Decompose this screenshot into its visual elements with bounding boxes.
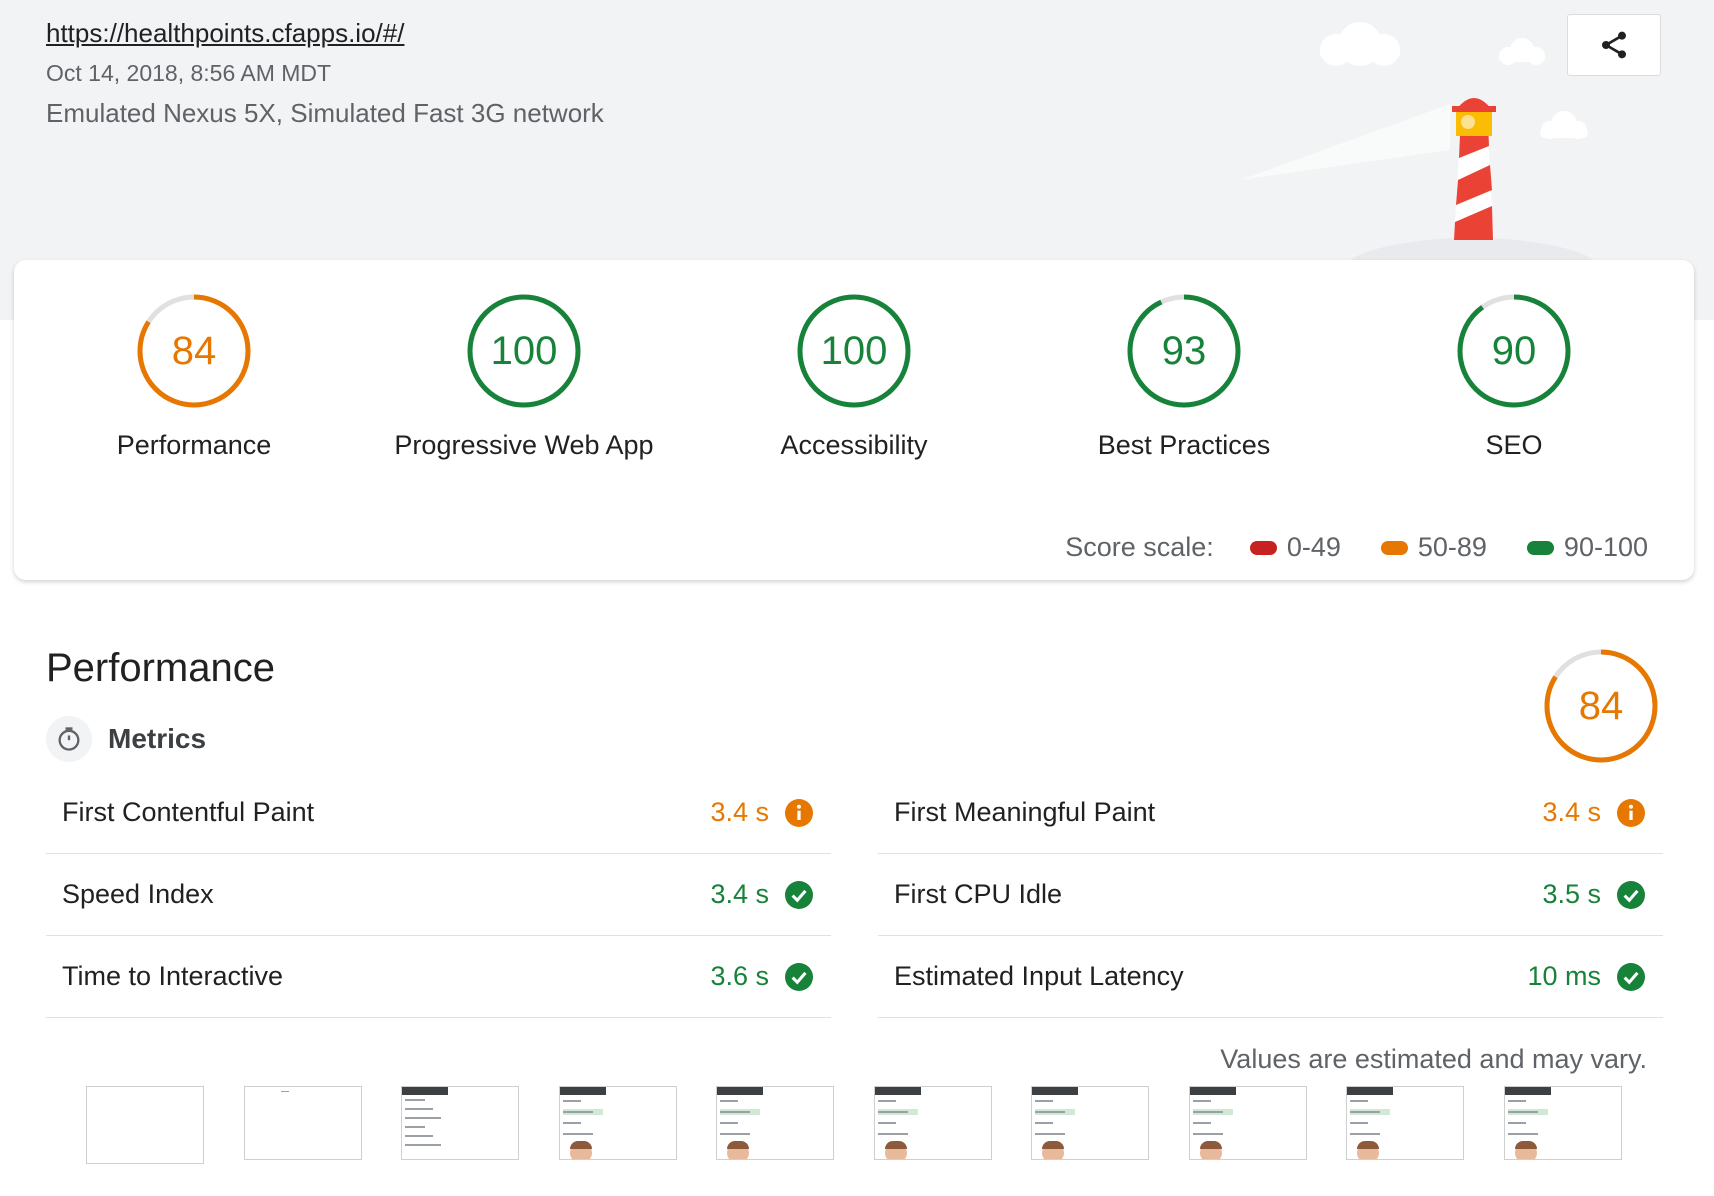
- metric-value: 3.6 s: [710, 961, 769, 991]
- metric-name: Estimated Input Latency: [894, 961, 1184, 991]
- score-scale-label: Score scale:: [1065, 532, 1214, 562]
- score-range-fail-swatch: [1249, 540, 1277, 555]
- info-warning-icon: [785, 798, 813, 827]
- estimate-note: Values are estimated and may vary.: [1220, 1044, 1647, 1074]
- score-arc-performance: [137, 294, 251, 408]
- score-range-pass-swatch: [1526, 540, 1554, 555]
- cloud-icon: [1540, 111, 1588, 139]
- cloud-icon: [1320, 22, 1400, 66]
- metric-row: First Meaningful Paint 3.4 s: [878, 772, 1663, 854]
- report-url-link[interactable]: https://healthpoints.cfapps.io/#/: [46, 18, 405, 48]
- pass-check-icon: [1617, 880, 1645, 909]
- performance-score-value: 84: [1578, 683, 1624, 728]
- cloud-icon: [1499, 38, 1545, 65]
- score-scale: Score scale: 0-49 50-89 90-100: [1065, 532, 1648, 563]
- lighthouse-icon: [1452, 98, 1496, 240]
- emulation-settings: Emulated Nexus 5X, Simulated Fast 3G net…: [46, 98, 604, 128]
- score-value: 100: [820, 328, 888, 373]
- metric-name: First Meaningful Paint: [894, 797, 1156, 827]
- share-icon: [1602, 31, 1626, 59]
- metrics-column-left: First Contentful Paint 3.4 s Speed Index 3.…: [46, 772, 831, 1018]
- score-arc-best-practices: [1127, 294, 1241, 408]
- score-label: SEO: [1485, 430, 1543, 460]
- metrics-header: Metrics: [46, 716, 206, 762]
- score-gauge-seo[interactable]: 90 SEO: [1364, 292, 1664, 461]
- lighthouse-illustration: [1240, 22, 1597, 262]
- filmstrip-frame: [243, 1086, 362, 1160]
- metrics-column-right: First Meaningful Paint 3.4 s First CPU Idl…: [878, 772, 1663, 1018]
- stopwatch-icon: [46, 716, 92, 762]
- hill: [1347, 238, 1597, 262]
- metric-value: 3.4 s: [1542, 797, 1601, 827]
- score-gauge-progressive-web-app[interactable]: 100 Progressive Web App: [374, 292, 674, 461]
- score-value: 100: [490, 328, 558, 373]
- metric-value: 3.4 s: [710, 797, 769, 827]
- filmstrip-frame: [1188, 1086, 1307, 1160]
- performance-score-arc: [1544, 649, 1658, 763]
- score-gauge-best-practices[interactable]: 93 Best Practices: [1034, 292, 1334, 461]
- filmstrip-frame: [401, 1086, 519, 1160]
- light-beam: [1240, 104, 1450, 180]
- score-range-average-swatch: [1380, 540, 1408, 555]
- pass-check-icon: [785, 962, 813, 991]
- score-label: Accessibility: [780, 430, 928, 460]
- metric-row: Time to Interactive 3.6 s: [46, 936, 831, 1018]
- report-date: Oct 14, 2018, 8:56 AM MDT: [46, 60, 332, 86]
- metric-name: Time to Interactive: [62, 961, 284, 991]
- metric-row: First CPU Idle 3.5 s: [878, 854, 1663, 936]
- metric-row: First Contentful Paint 3.4 s: [46, 772, 831, 854]
- metric-row: Estimated Input Latency 10 ms: [878, 936, 1663, 1018]
- score-arc-progressive-web-app: [467, 294, 581, 408]
- info-warning-icon: [1617, 798, 1645, 827]
- score-value: 84: [171, 328, 217, 373]
- pass-check-icon: [1617, 962, 1645, 991]
- category-scores-card: 84 Performance 100 Progressive Web App 100 Ac…: [14, 260, 1694, 580]
- score-arc-seo: [1457, 294, 1571, 408]
- metric-name: First CPU Idle: [894, 879, 1063, 909]
- filmstrip-frame: [716, 1086, 834, 1160]
- performance-section-title: Performance: [46, 646, 275, 690]
- score-range-pass: 90-100: [1563, 532, 1648, 562]
- metric-value: 3.4 s: [710, 879, 769, 909]
- filmstrip-frame: [86, 1086, 204, 1164]
- metric-value: 10 ms: [1527, 961, 1601, 991]
- score-arc-accessibility: [797, 294, 911, 408]
- score-range-fail: 0-49: [1286, 532, 1341, 562]
- share-button[interactable]: [1567, 14, 1661, 76]
- pass-check-icon: [785, 880, 813, 909]
- metric-name: First Contentful Paint: [62, 797, 315, 827]
- filmstrip-frame: [1031, 1086, 1149, 1160]
- metric-value: 3.5 s: [1542, 879, 1601, 909]
- filmstrip-frame: [1346, 1086, 1464, 1160]
- metrics-label: Metrics: [108, 723, 207, 754]
- score-gauge-performance[interactable]: 84 Performance: [44, 292, 344, 461]
- metric-name: Speed Index: [62, 879, 214, 909]
- score-value: 90: [1491, 328, 1537, 373]
- filmstrip-frame: [558, 1086, 677, 1160]
- score-label: Best Practices: [1097, 430, 1271, 460]
- score-label: Performance: [116, 430, 272, 460]
- filmstrip-frame: [1503, 1086, 1622, 1160]
- performance-score-gauge[interactable]: 84: [1542, 647, 1660, 765]
- metric-row: Speed Index 3.4 s: [46, 854, 831, 936]
- score-range-average: 50-89: [1417, 532, 1487, 562]
- score-value: 93: [1161, 328, 1207, 373]
- score-label: Progressive Web App: [394, 430, 654, 460]
- filmstrip-frame: [873, 1086, 992, 1160]
- score-gauge-accessibility[interactable]: 100 Accessibility: [704, 292, 1004, 461]
